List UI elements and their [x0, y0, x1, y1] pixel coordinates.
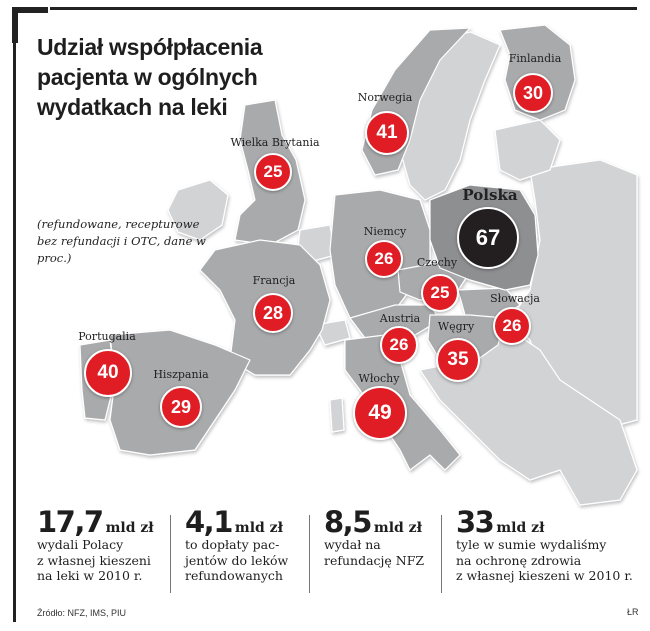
badge-slovakia: 26 — [493, 307, 531, 345]
label-great-britain: Wielka Brytania — [230, 136, 320, 149]
stat-desc: to dopłaty pac- jentów do leków refundow… — [185, 537, 289, 583]
sardinia-shape — [329, 397, 345, 433]
switzerland-shape — [314, 319, 351, 346]
chart-subtitle: (refundowane, recepturowe bez refundacji… — [37, 217, 206, 265]
stat-total-health-out-of-pocket: 33 mld zł tyle w sumie wydaliśmy na ochro… — [456, 505, 633, 584]
left-rule — [13, 7, 16, 622]
stat-copayments-reimbursed: 4,1 mld zł to dopłaty pac- jentów do lekó… — [185, 505, 288, 584]
badge-norway: 41 — [365, 111, 409, 155]
badge-poland: 67 — [457, 207, 519, 269]
badge-hungary: 35 — [436, 338, 480, 382]
label-france: Francja — [252, 274, 296, 287]
chart-title: Udział współpłacenia pacjenta w ogólnych… — [37, 34, 263, 120]
badge-italy: 49 — [353, 386, 407, 440]
frame-corner — [12, 7, 48, 13]
stat-unit: mld zł — [234, 520, 284, 536]
label-austria: Austria — [379, 312, 421, 325]
badge-spain: 29 — [160, 386, 202, 428]
badge-finland: 30 — [513, 73, 553, 113]
badge-great-britain: 25 — [254, 153, 292, 191]
label-hungary: Węgry — [437, 320, 475, 333]
label-italy: Włochy — [358, 372, 400, 385]
stat-value: 8,5 — [324, 505, 372, 539]
stat-nfz-reimbursement: 8,5 mld zł wydał na refundację NFZ — [324, 505, 424, 568]
label-poland: Polska — [462, 186, 518, 204]
author-initials: ŁR — [627, 607, 639, 617]
badge-france: 28 — [253, 293, 293, 333]
source-note: Źródło: NFZ, IMS, PIU — [37, 608, 127, 618]
ireland-shape — [167, 179, 229, 241]
label-portugal: Portugalia — [78, 330, 136, 343]
stat-value: 17,7 — [37, 505, 104, 539]
stat-value: 33 — [456, 505, 495, 539]
stat-unit: mld zł — [105, 520, 154, 536]
label-czech: Czechy — [416, 256, 458, 269]
label-norway: Norwegia — [357, 91, 413, 104]
label-germany: Niemcy — [363, 225, 407, 238]
badge-austria: 26 — [380, 326, 418, 364]
badge-czech: 25 — [421, 274, 459, 312]
stat-unit: mld zł — [496, 520, 545, 536]
badge-germany: 26 — [365, 240, 403, 278]
label-slovakia: Słowacja — [490, 292, 540, 305]
separator — [441, 515, 442, 593]
label-finland: Finlandia — [508, 52, 562, 65]
stat-value: 4,1 — [185, 505, 233, 539]
stat-total-out-of-pocket-drugs: 17,7 mld zł wydali Polacy z własnej kiesz… — [37, 505, 154, 584]
stat-unit: mld zł — [373, 520, 423, 536]
stat-desc: tyle w sumie wydaliśmy na ochronę zdrowi… — [456, 537, 633, 583]
top-rule — [50, 7, 637, 10]
separator — [309, 515, 310, 593]
separator — [170, 515, 171, 593]
badge-portugal: 40 — [84, 349, 132, 397]
stat-desc: wydali Polacy z własnej kieszeni na leki… — [37, 537, 151, 583]
label-spain: Hiszpania — [153, 368, 209, 381]
stat-desc: wydał na refundację NFZ — [324, 537, 425, 568]
